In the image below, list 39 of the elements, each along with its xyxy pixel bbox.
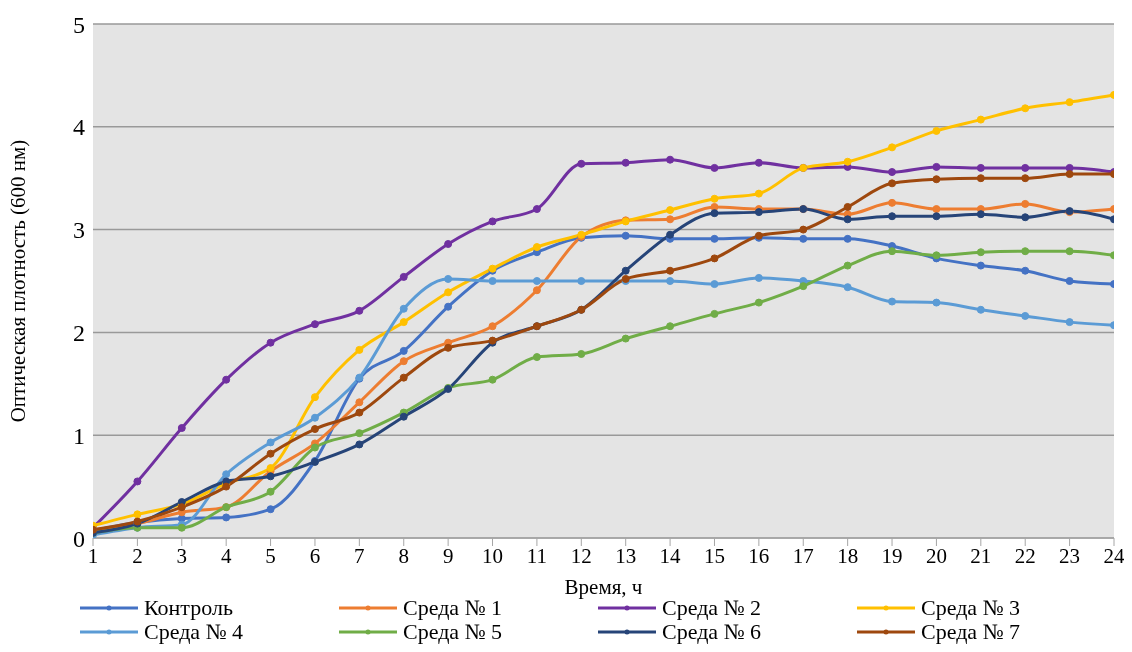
x-tick-label: 16 bbox=[748, 543, 770, 568]
x-tick-label: 15 bbox=[703, 543, 725, 568]
x-tick-label: 20 bbox=[925, 543, 947, 568]
legend-label: Среда № 3 bbox=[921, 595, 1021, 620]
legend-label: Контроль bbox=[144, 595, 233, 620]
x-tick-label: 24 bbox=[1103, 543, 1125, 568]
y-tick-label: 1 bbox=[73, 422, 85, 449]
y-tick-label: 0 bbox=[73, 525, 85, 552]
legend-label: Среда № 6 bbox=[662, 619, 762, 644]
x-tick-label: 7 bbox=[354, 543, 365, 568]
x-tick-label: 21 bbox=[970, 543, 992, 568]
x-tick-label: 8 bbox=[398, 543, 409, 568]
y-tick-label: 3 bbox=[73, 217, 85, 244]
legend-label: Среда № 1 bbox=[403, 595, 503, 620]
x-tick-label: 19 bbox=[881, 543, 903, 568]
x-tick-label: 11 bbox=[526, 543, 548, 568]
x-tick-label: 13 bbox=[615, 543, 637, 568]
legend-label: Среда № 4 bbox=[144, 619, 244, 644]
x-tick-label: 4 bbox=[220, 543, 232, 568]
legend-label: Среда № 5 bbox=[403, 619, 503, 644]
y-tick-label: 5 bbox=[73, 11, 85, 38]
x-tick-label: 3 bbox=[176, 543, 188, 568]
x-tick-label: 22 bbox=[1014, 543, 1036, 568]
x-tick-label: 2 bbox=[132, 543, 143, 568]
x-tick-label: 9 bbox=[442, 543, 454, 568]
x-axis-title: Время, ч bbox=[564, 575, 643, 599]
x-tick-label: 6 bbox=[309, 543, 321, 568]
x-tick-label: 14 bbox=[659, 543, 682, 568]
legend-label: Среда № 2 bbox=[662, 595, 762, 620]
x-tick-label: 5 bbox=[265, 543, 276, 568]
legend-label: Среда № 7 bbox=[921, 619, 1021, 644]
y-axis-title: Оптическая плотность (600 нм) bbox=[6, 139, 31, 423]
y-tick-label: 2 bbox=[73, 319, 85, 346]
x-tick-label: 17 bbox=[792, 543, 814, 568]
y-tick-label: 4 bbox=[73, 114, 85, 141]
x-tick-label: 12 bbox=[570, 543, 592, 568]
x-tick-label: 23 bbox=[1059, 543, 1081, 568]
x-tick-label: 10 bbox=[482, 543, 504, 568]
x-tick-label: 18 bbox=[837, 543, 859, 568]
